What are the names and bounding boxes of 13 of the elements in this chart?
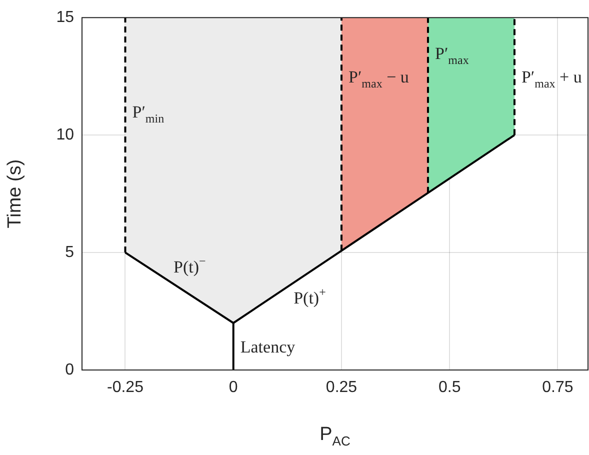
annotation: Latency xyxy=(240,338,296,357)
annotation: P(t)− xyxy=(173,254,206,277)
y-tick-label: 0 xyxy=(65,361,74,378)
x-tick-label: 0.25 xyxy=(326,379,358,396)
x-tick-label: 0.5 xyxy=(438,379,461,396)
y-tick-label: 5 xyxy=(65,244,74,261)
annotation: P(t)+ xyxy=(294,284,326,308)
x-tick-label: 0.75 xyxy=(542,379,574,396)
y-tick-label: 10 xyxy=(56,126,74,144)
y-tick-label: 15 xyxy=(56,9,74,26)
x-tick-label: -0.25 xyxy=(107,379,144,396)
y-axis-title: Time (s) xyxy=(4,159,26,228)
x-tick-label: 0 xyxy=(228,379,238,396)
